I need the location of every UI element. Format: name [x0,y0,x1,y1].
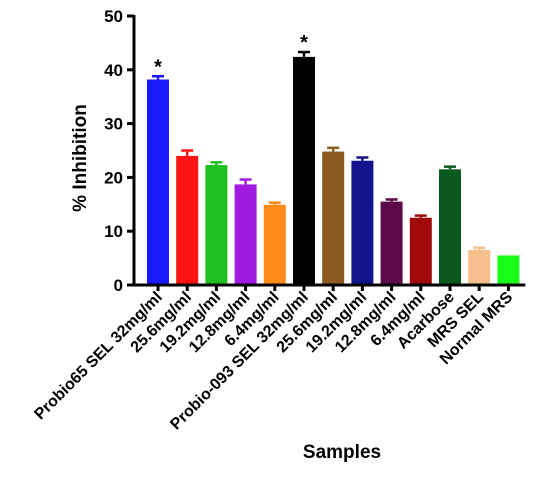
bars-layer [147,50,520,285]
bar [176,155,199,285]
x-axis-title: Samples [303,442,381,463]
bar [293,56,315,285]
bar [234,184,257,285]
significance-marker: * [300,32,308,54]
bar [147,79,169,285]
x-tick-label: Probio65 SEL 32mg/ml [31,289,165,423]
axes-layer [132,15,526,287]
bar [439,169,461,285]
bar [380,201,403,285]
bar [322,151,345,285]
bar [205,165,228,285]
bar [468,250,491,285]
y-tick-label: 10 [104,222,123,241]
bar [409,217,432,285]
x-tick-labels: Probio65 SEL 32mg/ml25.6mg/ml19.2mg/ml12… [31,285,516,433]
y-axis-title: % Inhibition [70,104,91,212]
bar [263,204,286,285]
significance-marker: * [154,56,162,78]
bar [351,160,374,285]
bar [497,255,520,285]
y-tick-label: 50 [104,7,123,26]
y-tick-label: 0 [114,276,123,295]
y-tick-label: 20 [104,168,123,187]
y-tick-label: 30 [104,115,123,134]
annotations: ** [154,32,308,78]
y-ticks: 0 10 20 30 40 50 [104,7,134,295]
y-tick-label: 40 [104,61,123,80]
